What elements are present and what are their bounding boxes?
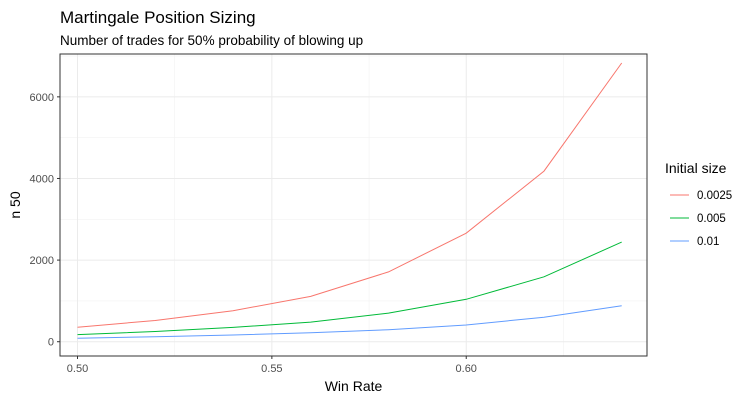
x-tick-label: 0.50 bbox=[67, 363, 88, 375]
legend-label: 0.01 bbox=[697, 236, 719, 248]
legend-label: 0.0025 bbox=[697, 190, 732, 202]
series-line-0.0025 bbox=[77, 62, 623, 328]
series-line-0.01 bbox=[77, 305, 622, 339]
series-line-0.005 bbox=[77, 241, 622, 336]
x-tick-label: 0.60 bbox=[456, 363, 477, 375]
plot-border bbox=[59, 53, 648, 357]
y-tick-label: 6000 bbox=[30, 92, 54, 104]
series-layer bbox=[77, 62, 623, 339]
plot-background bbox=[60, 54, 647, 356]
x-axis-ticks: 0.50 0.55 0.60 bbox=[67, 356, 477, 375]
legend: Initial size 0.0025 0.005 0.01 bbox=[665, 160, 732, 248]
x-tick-label: 0.55 bbox=[261, 363, 282, 375]
y-tick-label: 2000 bbox=[30, 255, 54, 267]
legend-title: Initial size bbox=[665, 160, 727, 176]
legend-label: 0.005 bbox=[697, 213, 726, 225]
grid-major bbox=[60, 54, 647, 356]
grid-minor bbox=[60, 54, 647, 356]
chart-title: Martingale Position Sizing bbox=[60, 8, 256, 27]
x-axis-title: Win Rate bbox=[325, 378, 383, 394]
y-axis-ticks: 0 2000 4000 6000 bbox=[30, 92, 60, 349]
y-tick-label: 4000 bbox=[30, 173, 54, 185]
y-axis-title: n 50 bbox=[7, 191, 23, 218]
chart-subtitle: Number of trades for 50% probability of … bbox=[60, 33, 363, 48]
y-tick-label: 0 bbox=[48, 337, 54, 349]
